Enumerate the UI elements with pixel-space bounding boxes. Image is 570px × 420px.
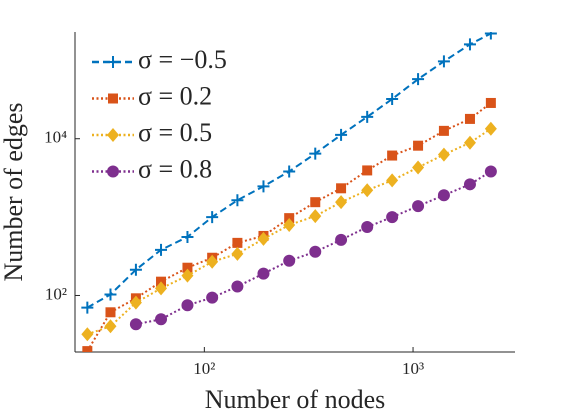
marker bbox=[386, 211, 399, 224]
marker bbox=[231, 246, 244, 261]
marker bbox=[484, 165, 497, 178]
marker bbox=[438, 125, 449, 136]
marker bbox=[107, 56, 119, 68]
x-axis-label: Number of nodes bbox=[205, 385, 386, 414]
marker bbox=[129, 295, 142, 310]
legend-label: σ = −0.5 bbox=[138, 45, 227, 74]
marker bbox=[463, 178, 476, 191]
marker bbox=[335, 128, 348, 141]
marker bbox=[155, 313, 168, 326]
marker bbox=[257, 267, 270, 280]
marker bbox=[82, 346, 93, 352]
marker bbox=[105, 307, 116, 318]
marker bbox=[335, 233, 348, 246]
marker bbox=[81, 301, 94, 314]
marker bbox=[206, 291, 219, 304]
x-tick-label: 10² bbox=[193, 359, 215, 378]
marker bbox=[104, 319, 117, 334]
marker bbox=[484, 121, 497, 136]
marker bbox=[257, 180, 270, 193]
marker bbox=[129, 263, 142, 276]
legend-label: σ = 0.8 bbox=[138, 154, 212, 183]
marker bbox=[155, 243, 168, 256]
marker bbox=[107, 128, 119, 142]
legend-label: σ = 0.5 bbox=[138, 118, 212, 147]
marker bbox=[283, 254, 296, 267]
marker bbox=[181, 299, 194, 312]
marker bbox=[310, 197, 321, 208]
marker bbox=[181, 230, 194, 243]
y-axis-label: Number of edges bbox=[0, 102, 28, 281]
marker bbox=[283, 165, 296, 178]
marker bbox=[412, 73, 425, 86]
marker bbox=[104, 288, 117, 301]
marker bbox=[181, 268, 194, 283]
legend-label: σ = 0.2 bbox=[138, 81, 212, 110]
marker bbox=[387, 150, 398, 161]
marker bbox=[81, 327, 94, 342]
marker bbox=[107, 165, 119, 178]
marker bbox=[413, 140, 424, 151]
x-tick-label: 10³ bbox=[402, 359, 424, 378]
marker bbox=[464, 113, 475, 124]
marker bbox=[463, 38, 476, 51]
marker bbox=[182, 262, 193, 273]
marker bbox=[129, 318, 142, 331]
marker bbox=[335, 195, 348, 210]
plot-area bbox=[81, 32, 497, 352]
marker bbox=[231, 280, 244, 293]
marker bbox=[437, 189, 450, 202]
marker bbox=[257, 231, 270, 246]
marker bbox=[437, 147, 450, 162]
marker bbox=[309, 245, 322, 258]
marker bbox=[412, 200, 425, 213]
marker bbox=[386, 173, 399, 188]
marker bbox=[412, 160, 425, 175]
marker bbox=[108, 93, 118, 104]
marker bbox=[463, 135, 476, 150]
marker bbox=[361, 183, 374, 198]
marker bbox=[437, 55, 450, 68]
y-tick-label: 10⁴ bbox=[44, 128, 67, 147]
y-tick-label: 10² bbox=[45, 284, 67, 303]
marker bbox=[485, 97, 496, 108]
marker bbox=[231, 194, 244, 207]
marker bbox=[232, 237, 243, 248]
marker bbox=[309, 147, 322, 160]
marker bbox=[206, 211, 219, 224]
marker bbox=[361, 221, 374, 234]
legend: σ = −0.5 σ = 0.2 σ = 0.5 σ = 0.8 bbox=[92, 45, 227, 183]
marker bbox=[309, 209, 322, 224]
marker bbox=[386, 93, 399, 106]
marker bbox=[206, 254, 219, 269]
marker bbox=[283, 217, 296, 232]
marker bbox=[484, 32, 497, 40]
marker bbox=[336, 183, 347, 194]
marker bbox=[362, 165, 373, 176]
marker bbox=[155, 281, 168, 296]
marker bbox=[361, 110, 374, 123]
